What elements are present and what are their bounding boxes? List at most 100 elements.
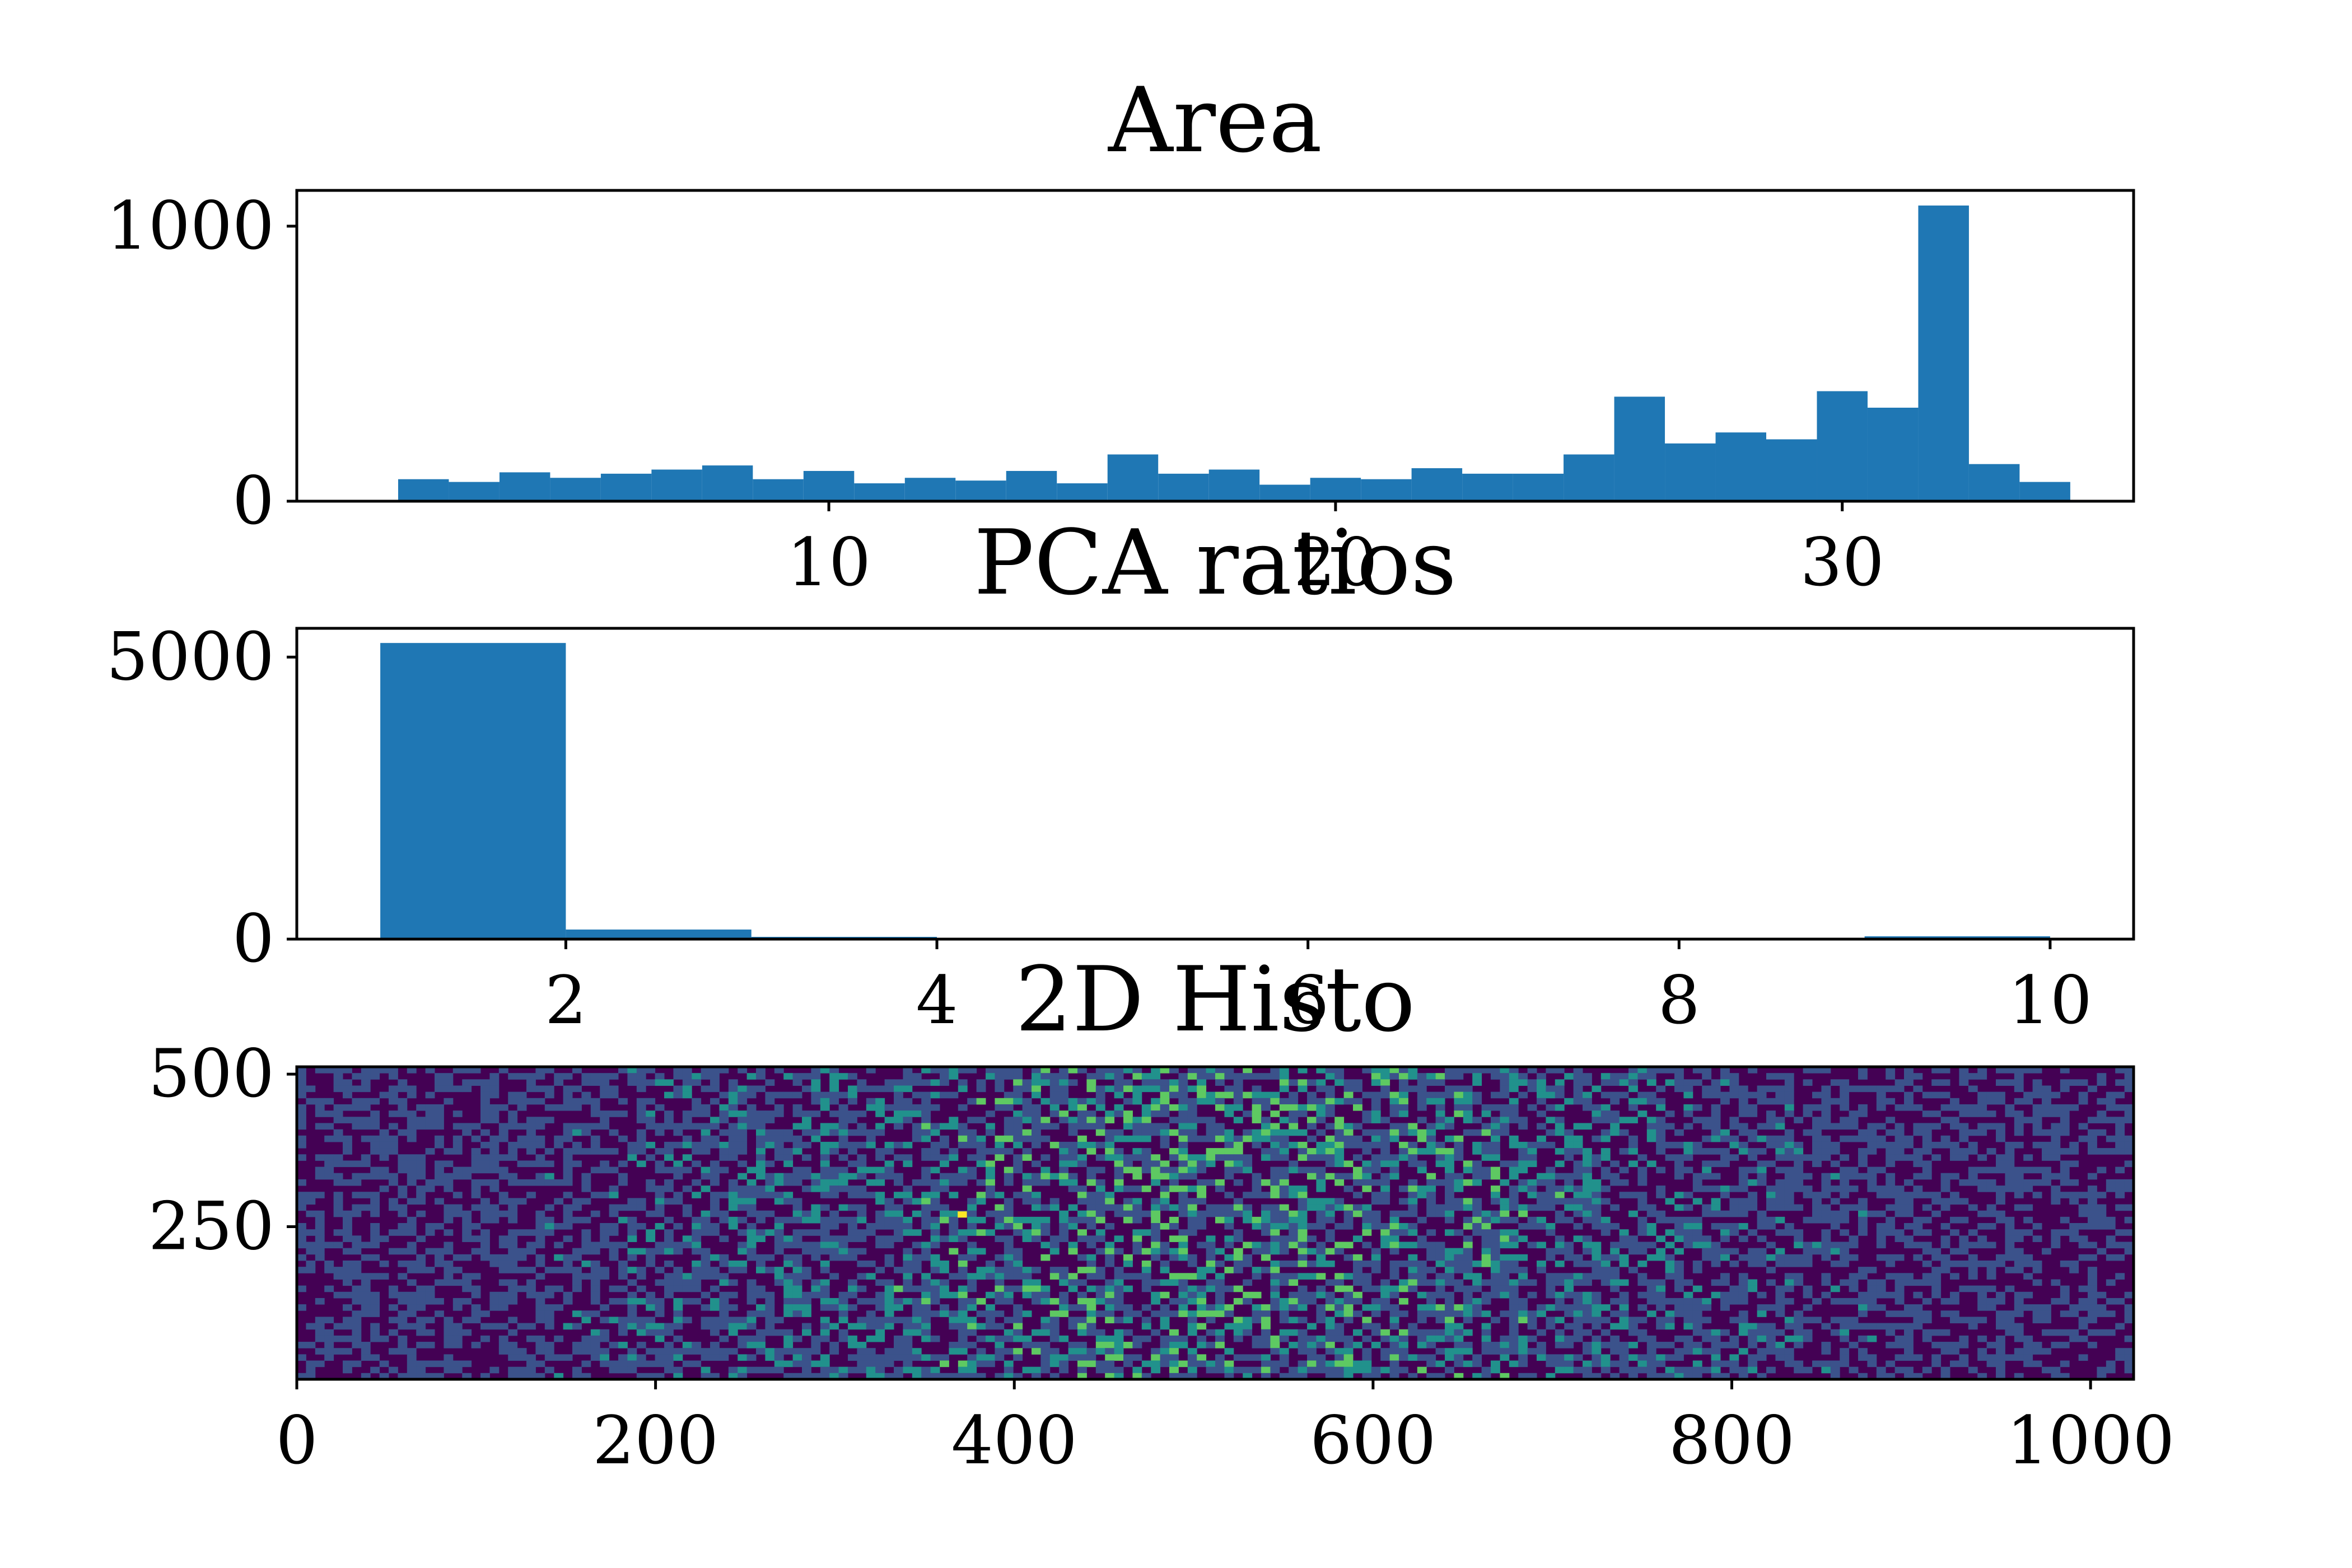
histogram-bar — [1208, 469, 1260, 501]
heatmap-cell — [1445, 1154, 1454, 1161]
heatmap-cell — [1233, 1160, 1243, 1168]
heatmap-cell — [820, 1216, 830, 1224]
heatmap-cell — [1325, 1160, 1335, 1168]
heatmap-cell — [1417, 1329, 1427, 1336]
heatmap-cell — [1197, 1166, 1207, 1174]
heatmap-cell — [792, 1216, 802, 1224]
heatmap-cell — [1224, 1148, 1234, 1155]
heatmap-cell — [1922, 1335, 1932, 1342]
heatmap-cell — [324, 1335, 334, 1342]
heatmap-cell — [958, 1260, 968, 1267]
heatmap-cell — [1389, 1285, 1399, 1292]
heatmap-cell — [728, 1291, 738, 1299]
heatmap-cell — [435, 1104, 444, 1111]
heatmap-cell — [1454, 1323, 1464, 1330]
heatmap-cell — [1141, 1104, 1151, 1111]
heatmap-cell — [1059, 1067, 1069, 1074]
heatmap-cell — [1187, 1323, 1197, 1330]
heatmap-cell — [498, 1173, 508, 1180]
heatmap-cell — [921, 1067, 931, 1074]
heatmap-cell — [820, 1154, 830, 1161]
heatmap-cell — [1316, 1179, 1326, 1186]
heatmap-cell — [903, 1067, 913, 1074]
heatmap-cell — [352, 1323, 362, 1330]
heatmap-cell — [930, 1166, 940, 1174]
heatmap-cell — [1243, 1067, 1253, 1074]
heatmap-cell — [884, 1216, 894, 1224]
heatmap-cell — [1766, 1329, 1776, 1336]
heatmap-cell — [2097, 1216, 2107, 1224]
heatmap-cell — [471, 1235, 481, 1242]
heatmap-cell — [1858, 1198, 1868, 1205]
heatmap-cell — [664, 1216, 674, 1224]
heatmap-cell — [1527, 1192, 1537, 1198]
heatmap-cell — [1463, 1117, 1473, 1123]
heatmap-cell — [1738, 1179, 1748, 1186]
heatmap-cell — [2106, 1179, 2116, 1186]
heatmap-cell — [1858, 1210, 1868, 1217]
heatmap-cell — [315, 1242, 325, 1249]
heatmap-cell — [2097, 1129, 2107, 1136]
heatmap-cell — [1830, 1242, 1840, 1249]
heatmap-cell — [1858, 1310, 1868, 1317]
heatmap-cell — [1013, 1267, 1023, 1273]
heatmap-cell — [1600, 1304, 1611, 1311]
heatmap-cell — [1123, 1210, 1133, 1217]
heatmap-cell — [811, 1186, 821, 1192]
heatmap-cell — [765, 1173, 775, 1180]
heatmap-cell — [1049, 1329, 1060, 1336]
heatmap-cell — [1114, 1110, 1124, 1117]
heatmap-cell — [1692, 1329, 1702, 1336]
heatmap-cell — [903, 1260, 913, 1267]
heatmap-cell — [1380, 1242, 1390, 1249]
heatmap-cell — [1637, 1304, 1648, 1311]
heatmap-cell — [1435, 1148, 1445, 1155]
heatmap-cell — [1775, 1198, 1785, 1205]
heatmap-cell — [1720, 1254, 1730, 1261]
heatmap-cell — [498, 1192, 508, 1198]
heatmap-cell — [738, 1148, 748, 1155]
heatmap-cell — [2124, 1317, 2134, 1324]
heatmap-cell — [829, 1323, 839, 1330]
heatmap-cell — [1408, 1141, 1418, 1149]
heatmap-cell — [2106, 1148, 2116, 1155]
heatmap-cell — [2115, 1166, 2125, 1174]
heatmap-cell — [1481, 1335, 1491, 1342]
heatmap-cell — [444, 1248, 454, 1255]
heatmap-cell — [1224, 1210, 1234, 1217]
heatmap-cell — [489, 1216, 500, 1224]
heatmap-cell — [1729, 1073, 1739, 1080]
heatmap-cell — [1141, 1279, 1151, 1286]
heatmap-cell — [1491, 1285, 1500, 1292]
heatmap-cell — [838, 1298, 848, 1305]
heatmap-cell — [1812, 1129, 1822, 1136]
heatmap-cell — [343, 1141, 352, 1149]
heatmap-cell — [1748, 1135, 1758, 1142]
heatmap-cell — [2088, 1192, 2097, 1198]
heatmap-cell — [738, 1110, 748, 1117]
heatmap-cell — [508, 1329, 518, 1336]
heatmap-cell — [1803, 1254, 1813, 1261]
heatmap-cell — [508, 1148, 518, 1155]
heatmap-cell — [1886, 1148, 1896, 1155]
heatmap-cell — [949, 1223, 959, 1230]
heatmap-cell — [1426, 1329, 1436, 1336]
heatmap-cell — [1399, 1260, 1408, 1267]
heatmap-cell — [2124, 1104, 2134, 1111]
heatmap-cell — [1858, 1267, 1868, 1273]
heatmap-cell — [343, 1273, 352, 1280]
heatmap-cell — [1399, 1229, 1408, 1236]
heatmap-cell — [1674, 1279, 1684, 1286]
heatmap-cell — [1702, 1091, 1712, 1099]
heatmap-cell — [1913, 1173, 1923, 1180]
heatmap-cell — [2124, 1073, 2134, 1080]
heatmap-cell — [1086, 1210, 1096, 1217]
heatmap-cell — [1178, 1235, 1188, 1242]
heatmap-cell — [1481, 1254, 1491, 1261]
heatmap-cell — [1702, 1166, 1712, 1174]
heatmap-cell — [581, 1073, 591, 1080]
heatmap-cell — [1637, 1173, 1648, 1180]
heatmap-cell — [1004, 1235, 1014, 1242]
heatmap-cell — [1583, 1079, 1592, 1086]
heatmap-cell — [361, 1073, 371, 1080]
